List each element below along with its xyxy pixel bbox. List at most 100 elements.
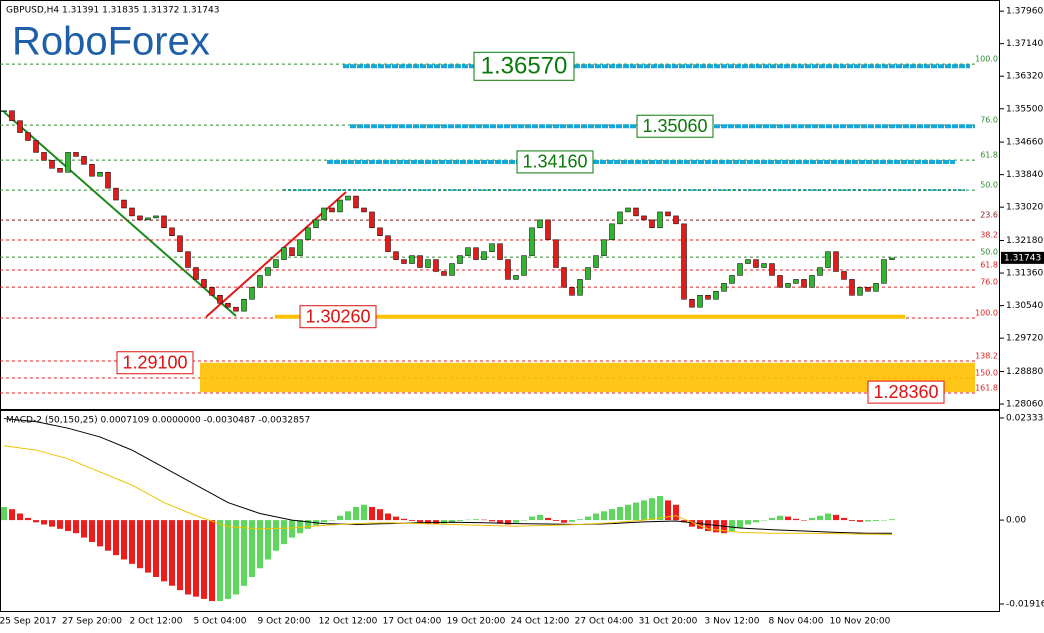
candle <box>441 271 447 276</box>
x-tick-label: 3 Nov 12:00 <box>705 617 760 627</box>
fib-level-label: 50.0 <box>980 248 998 257</box>
candle <box>801 279 807 288</box>
macd-frame <box>0 410 1000 612</box>
fib-level-label: 50.0 <box>980 181 998 190</box>
histogram-bar <box>657 496 663 521</box>
x-tick-label: 10 Nov 20:00 <box>830 617 891 627</box>
histogram-bar <box>825 513 831 521</box>
y-tick-label: 0.023338 <box>1006 413 1044 423</box>
candle <box>553 239 559 268</box>
target-box <box>116 351 194 375</box>
histogram-bar <box>489 520 495 522</box>
histogram-bar <box>105 520 111 551</box>
candle <box>33 140 39 153</box>
histogram-bar <box>777 515 783 521</box>
histogram-bar <box>9 509 15 521</box>
candle <box>49 160 55 169</box>
candle <box>521 255 527 276</box>
histogram-bar <box>65 520 71 532</box>
x-tick-label: 19 Oct 20:00 <box>447 617 506 627</box>
x-tick-label: 9 Oct 20:00 <box>258 617 311 627</box>
candle <box>865 287 871 292</box>
fib-level-label: 100.0 <box>975 309 998 318</box>
histogram-bar <box>753 520 759 523</box>
histogram-bar <box>769 517 775 521</box>
histogram-bar <box>633 502 639 521</box>
target-box <box>636 114 714 138</box>
histogram-bar <box>177 520 183 591</box>
candle <box>329 207 335 213</box>
candle <box>313 219 319 229</box>
candle <box>785 283 791 288</box>
candle <box>369 211 375 229</box>
candle <box>217 295 223 304</box>
histogram-bar <box>513 520 519 523</box>
candle <box>209 287 215 296</box>
histogram-bar <box>785 516 791 521</box>
histogram-bar <box>225 520 231 599</box>
last-price-label: 1.31743 <box>1004 253 1041 263</box>
candle <box>665 211 671 217</box>
target-box <box>299 305 377 329</box>
histogram-bar <box>361 504 367 521</box>
histogram-bar <box>153 520 159 577</box>
candle <box>641 215 647 221</box>
candle <box>825 251 831 268</box>
y-tick-label: 1.32180 <box>1006 236 1043 246</box>
histogram-bar <box>793 518 799 521</box>
candle <box>417 255 423 268</box>
candle <box>401 259 407 264</box>
candle <box>273 259 279 268</box>
histogram-bar <box>561 520 567 523</box>
x-tick-label: 12 Oct 12:00 <box>319 617 378 627</box>
candle <box>473 247 479 260</box>
histogram-bar <box>593 513 599 521</box>
histogram-bar <box>841 517 847 521</box>
histogram-bar <box>601 511 607 521</box>
histogram-bar <box>809 517 815 521</box>
histogram-bar <box>625 504 631 521</box>
candle <box>489 243 495 252</box>
target-label: 1.28360 <box>873 382 938 402</box>
candle <box>433 259 439 272</box>
candle <box>833 251 839 272</box>
y-tick-label: 1.34660 <box>1006 138 1043 148</box>
last-price-box <box>1001 251 1044 264</box>
candle <box>633 207 639 217</box>
histogram-bar <box>41 520 47 525</box>
histogram-bar <box>209 520 215 602</box>
candle <box>81 156 87 165</box>
fib-level-label: 138.2 <box>975 352 998 361</box>
histogram-bar <box>321 520 327 523</box>
candle <box>529 227 535 256</box>
candle <box>129 207 135 217</box>
candle <box>745 259 751 264</box>
fib-level-label: 76.0 <box>980 116 998 125</box>
candle <box>393 251 399 260</box>
histogram-bar <box>201 520 207 599</box>
candle <box>201 279 207 288</box>
y-tick-label: 1.33020 <box>1006 203 1043 213</box>
histogram-bar <box>329 520 335 521</box>
candle <box>649 219 655 229</box>
histogram-bar <box>641 500 647 521</box>
candle <box>353 195 359 209</box>
candle <box>601 239 607 256</box>
candle <box>465 247 471 256</box>
y-tick-label: 1.35500 <box>1006 104 1043 114</box>
histogram-bar <box>873 520 879 521</box>
histogram-bar <box>337 515 343 521</box>
histogram-bar <box>409 520 415 521</box>
fib-level-label: 100.0 <box>975 55 998 64</box>
x-tick-label: 17 Oct 04:00 <box>383 617 442 627</box>
histogram-bar <box>345 511 351 521</box>
candle <box>681 223 687 300</box>
candle <box>817 267 823 276</box>
candle <box>873 283 879 292</box>
histogram-bar <box>553 520 559 521</box>
candle <box>17 120 23 133</box>
candle <box>881 259 887 284</box>
histogram-bar <box>25 517 31 521</box>
candle <box>809 275 815 288</box>
macd-line <box>3 418 892 534</box>
